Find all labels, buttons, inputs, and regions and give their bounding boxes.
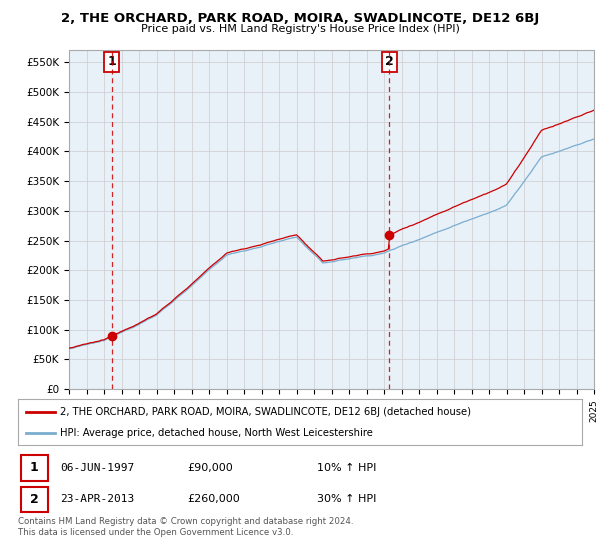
Text: £260,000: £260,000 [187, 494, 240, 505]
Text: £90,000: £90,000 [187, 463, 233, 473]
Text: 23-APR-2013: 23-APR-2013 [60, 494, 134, 505]
Text: 30% ↑ HPI: 30% ↑ HPI [317, 494, 376, 505]
Text: 1: 1 [30, 461, 39, 474]
Text: Contains HM Land Registry data © Crown copyright and database right 2024.
This d: Contains HM Land Registry data © Crown c… [18, 517, 353, 537]
Text: 2, THE ORCHARD, PARK ROAD, MOIRA, SWADLINCOTE, DE12 6BJ (detached house): 2, THE ORCHARD, PARK ROAD, MOIRA, SWADLI… [60, 407, 472, 417]
Text: 2: 2 [30, 493, 39, 506]
Text: HPI: Average price, detached house, North West Leicestershire: HPI: Average price, detached house, Nort… [60, 428, 373, 438]
FancyBboxPatch shape [21, 455, 48, 480]
Text: 2: 2 [385, 55, 394, 68]
Text: Price paid vs. HM Land Registry's House Price Index (HPI): Price paid vs. HM Land Registry's House … [140, 24, 460, 34]
Text: 1: 1 [107, 55, 116, 68]
Text: 2, THE ORCHARD, PARK ROAD, MOIRA, SWADLINCOTE, DE12 6BJ: 2, THE ORCHARD, PARK ROAD, MOIRA, SWADLI… [61, 12, 539, 25]
FancyBboxPatch shape [21, 487, 48, 512]
Text: 10% ↑ HPI: 10% ↑ HPI [317, 463, 376, 473]
Text: 06-JUN-1997: 06-JUN-1997 [60, 463, 134, 473]
